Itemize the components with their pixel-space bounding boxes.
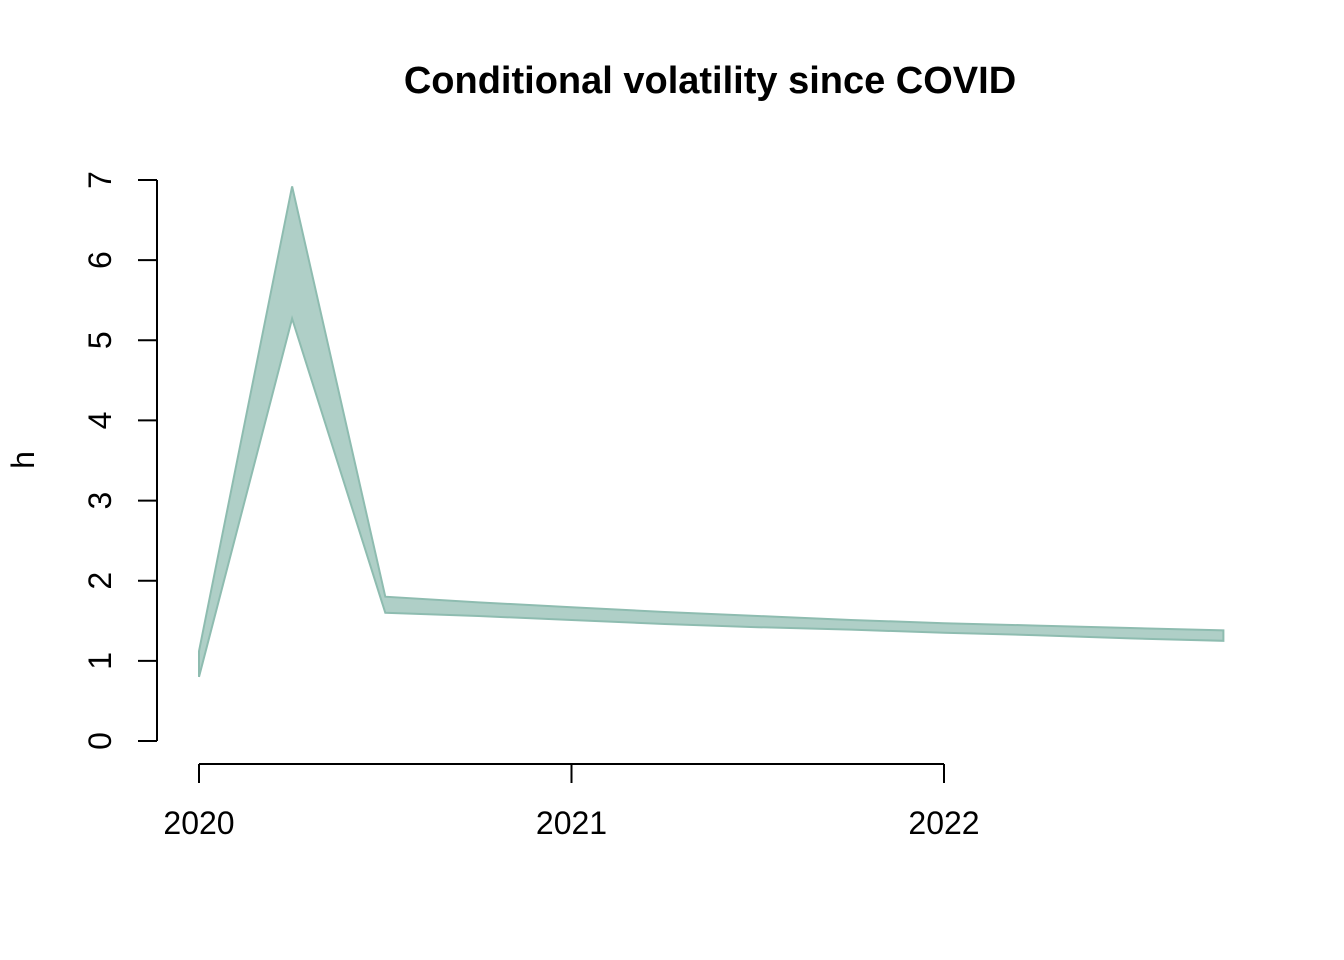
y-axis: 0 1 2 3 4 5 6 7 [82, 171, 158, 750]
x-tick-label: 2022 [908, 805, 979, 841]
y-axis-label: h [5, 451, 41, 469]
y-tick-label: 1 [82, 652, 118, 670]
y-tick-label: 0 [82, 732, 118, 750]
y-tick-label: 3 [82, 492, 118, 510]
plot-area [198, 186, 1225, 678]
x-axis: 2020 2021 2022 [163, 763, 980, 841]
y-tick-label: 7 [82, 171, 118, 189]
x-tick-label: 2021 [536, 805, 607, 841]
x-tick-label: 2020 [163, 805, 234, 841]
y-tick-label: 6 [82, 251, 118, 269]
chart-title: Conditional volatility since COVID [404, 60, 1016, 102]
y-tick-label: 5 [82, 331, 118, 349]
volatility-band [198, 186, 1225, 678]
y-tick-label: 4 [82, 412, 118, 430]
y-tick-label: 2 [82, 572, 118, 590]
